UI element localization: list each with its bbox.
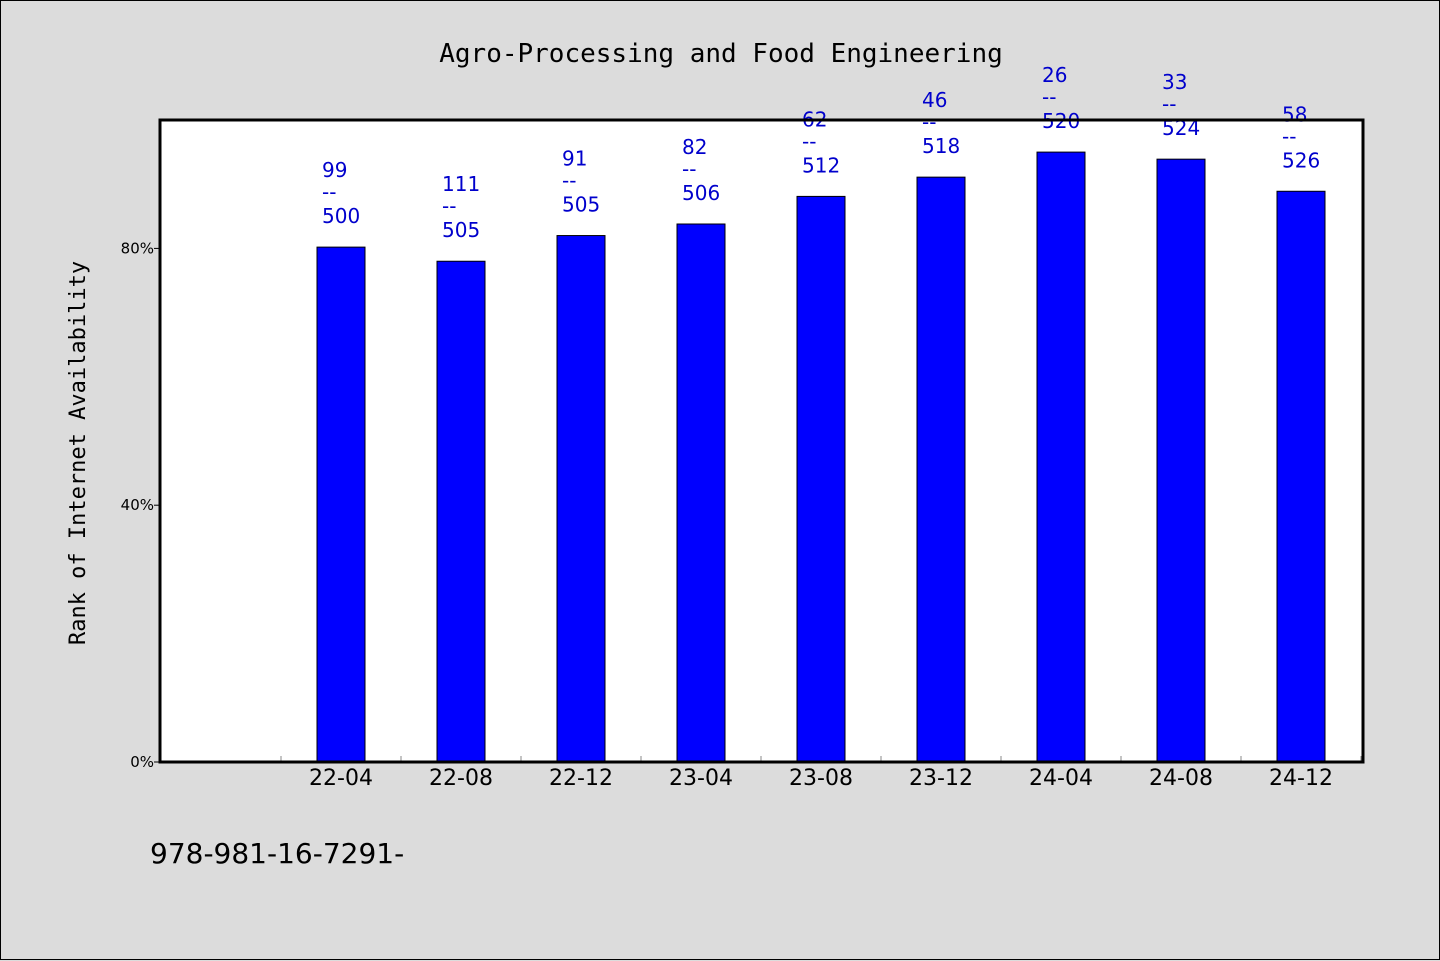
bar xyxy=(436,260,486,763)
bar-label-sep: -- xyxy=(802,129,816,153)
bar-label-sep: -- xyxy=(442,194,456,218)
bar-label-bottom: 505 xyxy=(442,218,480,242)
y-axis-ticks: 0% 40% 80% xyxy=(121,239,160,771)
bar-labels-group: 99--500111--50591--50582--50662--51246--… xyxy=(322,63,1320,242)
bar-label-bottom: 518 xyxy=(922,134,960,158)
bar-label-sep: -- xyxy=(1042,85,1056,109)
x-tick-label: 23-12 xyxy=(909,766,973,791)
bar-label-sep: -- xyxy=(922,110,936,134)
x-tick-label: 22-08 xyxy=(429,766,493,791)
bar xyxy=(916,176,966,763)
y-axis-label: Rank of Internet Availability xyxy=(66,261,91,645)
bar-label-sep: -- xyxy=(1282,124,1296,148)
bar xyxy=(796,195,846,763)
bar-label-sep: -- xyxy=(322,180,336,204)
bar xyxy=(556,235,606,763)
chart-title: Agro-Processing and Food Engineering xyxy=(439,39,1003,69)
bar xyxy=(1156,158,1206,763)
bar xyxy=(676,223,726,763)
x-tick-label: 24-08 xyxy=(1149,766,1213,791)
bar-label-bottom: 505 xyxy=(562,193,600,217)
bar-label-sep: -- xyxy=(562,169,576,193)
bar-label-top: 82 xyxy=(682,135,707,159)
bar xyxy=(1036,151,1086,763)
y-tick-label: 40% xyxy=(121,496,154,514)
bar-label-top: 58 xyxy=(1282,102,1307,126)
bar-label-bottom: 526 xyxy=(1282,148,1320,172)
bar-label-top: 111 xyxy=(442,172,480,196)
bar-label-top: 26 xyxy=(1042,63,1067,87)
bar-label-bottom: 500 xyxy=(322,204,360,228)
x-tick-label: 22-12 xyxy=(549,766,613,791)
bar-label-bottom: 512 xyxy=(802,153,840,177)
bar xyxy=(1276,190,1326,763)
x-tick-label: 22-04 xyxy=(309,766,373,791)
bars-group xyxy=(316,151,1326,763)
bar-label-sep: -- xyxy=(682,157,696,181)
x-axis-ticks: 22-04 22-08 22-12 23-04 23-08 23-12 24-04 24-08… xyxy=(280,756,1362,791)
bar-label-top: 46 xyxy=(922,88,947,112)
bar-label-bottom: 506 xyxy=(682,181,720,205)
y-tick-label: 0% xyxy=(130,753,154,771)
y-tick-label: 80% xyxy=(121,239,154,257)
bar-label-sep: -- xyxy=(1162,92,1176,116)
plot-border xyxy=(158,118,1365,764)
x-tick-label: 24-12 xyxy=(1269,766,1333,791)
footer-code: 978-981-16-7291- xyxy=(150,837,404,870)
bar-label-top: 91 xyxy=(562,147,587,171)
bar-label-top: 33 xyxy=(1162,70,1187,94)
x-tick-label: 24-04 xyxy=(1029,766,1093,791)
bar xyxy=(316,246,366,763)
x-tick-label: 23-04 xyxy=(669,766,733,791)
bar-label-top: 99 xyxy=(322,158,347,182)
x-tick-label: 23-08 xyxy=(789,766,853,791)
